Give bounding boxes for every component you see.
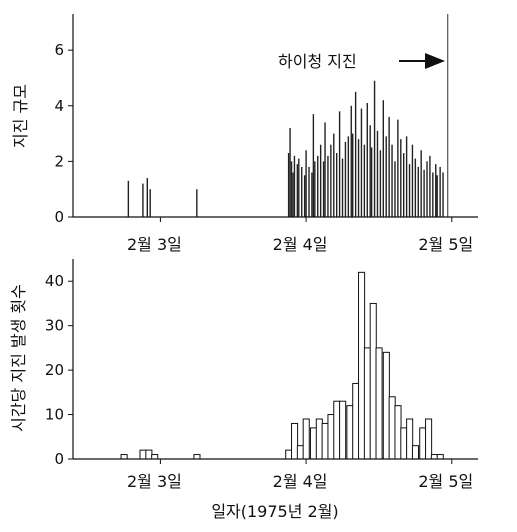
magnitude-y-tick-label: 2: [54, 152, 64, 170]
hourly-count-y-tick-label: 0: [54, 450, 64, 468]
hourly-count-bar: [394, 405, 402, 460]
magnitude-y-tick-label: 4: [54, 97, 64, 115]
hourly-count-x-tick-label: 2월 3일: [127, 472, 182, 491]
hourly-count-bar: [419, 427, 427, 460]
magnitude-x-tick-label: 2월 5일: [418, 235, 473, 254]
hourly-count-y-tick-label: 30: [45, 317, 64, 335]
haicheng-annotation: 하이청 지진: [278, 52, 445, 71]
hourly-count-bar: [321, 422, 329, 460]
magnitude-bars: [127, 14, 449, 217]
magnitude-y-label: 지진 규모: [11, 84, 30, 148]
magnitude-y-tick-label: 6: [54, 41, 64, 59]
hourly-count-bar: [388, 396, 396, 460]
hourly-count-y-tick-label: 40: [45, 272, 64, 290]
hourly-count-bar: [400, 427, 408, 460]
hourly-count-bar: [139, 449, 147, 460]
hourly-count-bar: [352, 382, 360, 460]
hourly-count-bar: [425, 418, 433, 460]
magnitude-y-ticks: 0 2 4 6: [54, 41, 73, 226]
hourly-count-bar: [346, 405, 354, 460]
hourly-count-bar: [339, 400, 347, 460]
hourly-count-bar: [302, 418, 310, 460]
hourly-count-bar: [309, 427, 318, 460]
hourly-count-bar: [382, 351, 390, 460]
hourly-count-bar: [406, 418, 414, 460]
hourly-count-bar: [291, 422, 299, 460]
hourly-count-bar: [315, 418, 323, 460]
magnitude-y-tick-label: 0: [54, 208, 64, 226]
hourly-count-y-tick-label: 20: [45, 361, 64, 379]
hourly-count-bar: [358, 271, 366, 460]
hourly-count-panel: 0 10 20 30 40 2월 3일 2월 4일 2월 5일 시간당 지진 발생 횟수 일…: [9, 259, 478, 521]
magnitude-panel: 0 2 4 6 2월 3일 2월 4일 2월 5일 지진 규모 하이청 지진: [11, 14, 478, 254]
hourly-count-bar: [120, 454, 128, 460]
hourly-count-bar: [145, 449, 153, 460]
hourly-count-bar: [151, 454, 159, 460]
hourly-count-bar: [296, 445, 304, 460]
hourly-count-bar: [369, 302, 377, 460]
hourly-count-x-tick-label: 2월 5일: [418, 472, 473, 491]
hourly-count-bar: [285, 449, 293, 460]
magnitude-x-tick-label: 2월 3일: [127, 235, 182, 254]
date-x-label: 일자(1975년 2월): [211, 502, 338, 521]
hourly-count-bar: [375, 347, 383, 460]
hourly-count-bars: [120, 271, 444, 460]
hourly-count-bar: [193, 454, 201, 460]
hourly-count-y-tick-label: 10: [45, 406, 64, 424]
hourly-count-y-label: 시간당 지진 발생 횟수: [9, 284, 28, 432]
magnitude-x-ticks: 2월 3일 2월 4일 2월 5일: [127, 217, 473, 254]
hourly-count-bar: [327, 414, 335, 460]
annotation-label: 하이청 지진: [278, 52, 357, 71]
hourly-count-bar: [430, 454, 438, 460]
hourly-count-bar: [411, 445, 420, 460]
hourly-count-bar: [436, 454, 444, 460]
hourly-count-x-ticks: 2월 3일 2월 4일 2월 5일: [127, 459, 473, 491]
hourly-count-bar: [333, 400, 341, 460]
hourly-count-x-tick-label: 2월 4일: [273, 472, 328, 491]
hourly-count-y-ticks: 0 10 20 30 40: [45, 272, 73, 468]
hourly-count-bar: [363, 347, 371, 460]
magnitude-x-tick-label: 2월 4일: [273, 235, 328, 254]
